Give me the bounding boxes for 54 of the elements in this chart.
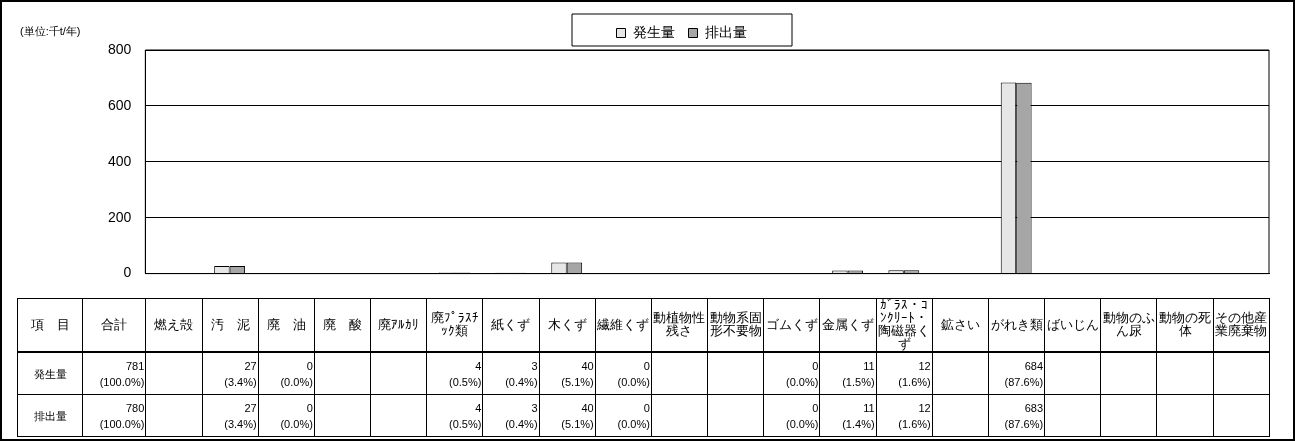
data-label: 27 (3.4%) [202,394,259,437]
data-label: 3 (0.4%) [482,352,540,395]
x-tick-label: 繊維くず [595,298,652,352]
x-tick-label: 廃ﾌﾟﾗｽﾁｯｸ類 [426,298,483,352]
data-label: 40 (5.1%) [539,352,596,395]
data-label: 683 (87.6%) [988,394,1045,437]
text: 781 (100.0%) [82,352,146,395]
x-tick-label: 廃 油 [258,298,315,352]
x-tick-label: 汚 泥 [202,298,259,352]
data-label: 0 (0.0%) [763,352,820,395]
y-tick-label: 800 [108,40,132,57]
data-label: 0 (0.0%) [595,394,652,437]
text: 排出量 [33,409,67,422]
x-tick-label: 木くず [539,298,596,352]
data-label: 0 (0.0%) [595,352,652,395]
x-tick-label: 燃え殻 [145,298,203,352]
x-tick-label: ｶﾞﾗｽ・ｺﾝｸﾘｰﾄ・陶磁器くず [876,298,933,352]
text: 発生量 [33,367,67,380]
y-axis-title: (単位:千t/年) [20,24,81,39]
x-tick-label: 動物の死体 [1156,298,1214,352]
text: 項 目 [17,298,83,352]
data-label: 12 (1.6%) [876,352,933,395]
data-label: 3 (0.4%) [482,394,540,437]
data-label: 684 (87.6%) [988,352,1045,395]
y-tick-label: 600 [108,96,132,113]
x-tick-label: 廃ｱﾙｶﾘ [370,298,427,352]
x-tick-label: 鉱さい [932,298,989,352]
text: 合計 [82,298,146,352]
data-label: 27 (3.4%) [202,352,259,395]
y-tick-label: 0 [123,264,132,281]
data-label: 0 (0.0%) [763,394,820,437]
x-tick-label: 金属くず [819,298,877,352]
x-tick-label: がれき類 [988,298,1045,352]
data-label: 11 (1.4%) [819,394,877,437]
data-label: 12 (1.6%) [876,394,933,437]
data-label: 0 (0.0%) [258,352,315,395]
x-tick-label: 動物系固形不要物 [707,298,764,352]
data-label: 0 (0.0%) [258,394,315,437]
x-tick-label: 廃 酸 [314,298,371,352]
data-label: 4 (0.5%) [426,352,483,395]
x-tick-label: ばいじん [1044,298,1101,352]
text: 780 (100.0%) [82,394,146,437]
legend-label: 排出量 [704,23,747,40]
x-tick-label: 動物のふん尿 [1100,298,1157,352]
legend-label: 発生量 [632,23,675,40]
x-tick-label: その他産業廃棄物 [1213,298,1270,352]
y-tick-label: 200 [108,208,132,225]
x-tick-label: 動植物性残さ [651,298,708,352]
y-tick-label: 400 [108,152,132,169]
x-tick-label: 紙くず [482,298,540,352]
data-label: 11 (1.5%) [819,352,877,395]
x-tick-label: ゴムくず [763,298,820,352]
data-label: 4 (0.5%) [426,394,483,437]
data-label: 40 (5.1%) [539,394,596,437]
